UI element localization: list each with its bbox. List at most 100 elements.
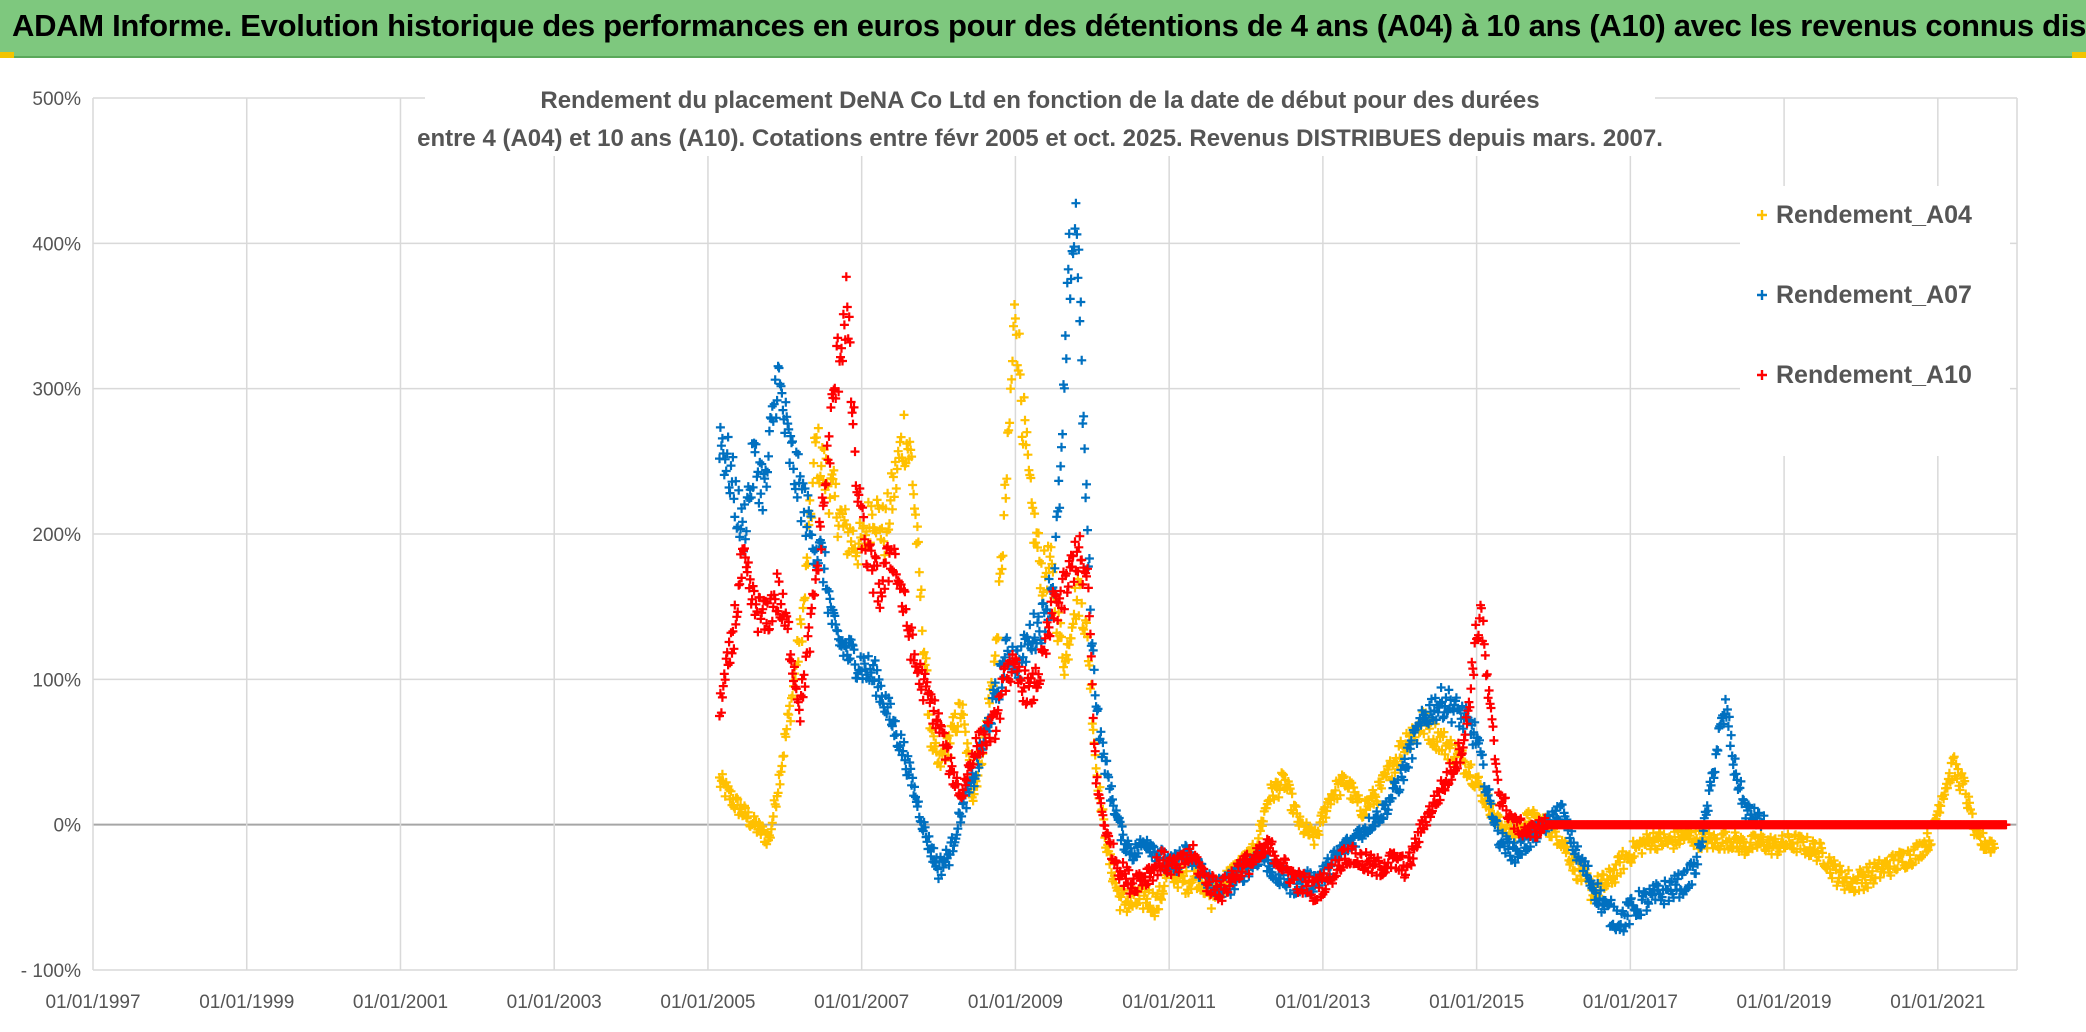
data-point — [1157, 895, 1166, 905]
x-tick-label: 01/01/2009 — [968, 992, 1063, 1013]
data-point — [962, 738, 972, 748]
data-point — [1115, 905, 1125, 915]
data-point — [1619, 864, 1629, 874]
data-point — [762, 482, 772, 492]
data-point — [735, 532, 745, 542]
data-point — [1990, 843, 1999, 853]
data-point — [907, 452, 917, 462]
data-point — [772, 395, 782, 405]
data-point — [1031, 538, 1041, 548]
data-point — [888, 472, 898, 482]
data-point — [818, 577, 828, 587]
data-point — [1863, 883, 1873, 893]
data-point — [796, 516, 806, 526]
data-point — [1034, 528, 1043, 538]
data-point — [740, 500, 749, 509]
data-point — [1038, 598, 1048, 608]
data-point — [889, 492, 899, 502]
data-point — [1099, 749, 1109, 759]
data-point — [1652, 844, 1662, 854]
data-point — [850, 660, 860, 669]
data-point — [1967, 809, 1977, 819]
data-point — [1960, 776, 1970, 786]
data-point — [1908, 859, 1918, 869]
data-point — [1102, 756, 1112, 766]
data-point — [1898, 848, 1908, 858]
data-point — [1885, 862, 1895, 871]
data-point — [896, 730, 906, 740]
data-point — [830, 611, 840, 621]
data-point — [1063, 655, 1073, 664]
data-point — [1059, 383, 1069, 393]
data-point — [958, 700, 968, 710]
data-point — [813, 423, 823, 433]
data-point — [1615, 857, 1625, 867]
data-point — [785, 701, 795, 711]
data-point — [773, 788, 783, 798]
data-point — [1465, 770, 1475, 780]
data-point — [1309, 840, 1319, 850]
data-point — [777, 388, 787, 398]
data-point — [1081, 493, 1091, 503]
y-tick-label: 300% — [32, 380, 81, 401]
data-point — [1074, 611, 1084, 621]
data-point — [800, 593, 810, 603]
data-point — [1330, 785, 1340, 795]
data-point — [775, 779, 785, 789]
x-tick-label: 01/01/1997 — [45, 992, 140, 1013]
data-point — [1359, 810, 1369, 819]
data-point — [916, 585, 926, 595]
data-point — [729, 494, 739, 504]
data-point — [1069, 242, 1079, 252]
data-point — [1285, 784, 1295, 794]
x-tick-label: 01/01/2015 — [1429, 992, 1524, 1013]
data-point — [726, 786, 736, 796]
data-point — [1825, 868, 1835, 878]
data-point — [1046, 542, 1056, 552]
data-point — [802, 522, 812, 532]
x-tick-label: 01/01/2003 — [507, 992, 602, 1013]
data-point — [1072, 229, 1082, 239]
data-point — [1044, 574, 1054, 584]
data-point — [1028, 503, 1038, 513]
data-point — [1335, 790, 1345, 800]
data-point — [1060, 331, 1070, 341]
x-tick-label: 01/01/2017 — [1583, 992, 1678, 1013]
data-point — [931, 738, 941, 748]
data-point — [1206, 904, 1216, 913]
data-point — [985, 698, 994, 708]
data-point — [1844, 865, 1853, 875]
data-point — [919, 647, 929, 657]
data-point — [1088, 645, 1098, 655]
data-point — [1440, 749, 1450, 759]
data-point — [964, 787, 974, 797]
data-point — [917, 626, 927, 636]
data-point — [852, 548, 862, 558]
data-point — [1082, 479, 1091, 489]
data-point — [824, 586, 834, 596]
data-point — [1269, 794, 1279, 804]
data-point — [1134, 894, 1144, 904]
data-point — [843, 655, 853, 665]
data-point — [1000, 480, 1010, 490]
data-point — [1014, 329, 1024, 339]
x-tick-label: 01/01/1999 — [199, 992, 294, 1013]
data-point — [926, 851, 936, 861]
data-point — [730, 512, 740, 522]
data-point — [768, 812, 778, 821]
data-point — [771, 802, 781, 812]
data-point — [853, 559, 863, 569]
data-point — [886, 699, 895, 709]
data-point — [1322, 806, 1332, 816]
y-tick-label: 200% — [32, 525, 81, 546]
data-point — [764, 451, 773, 461]
data-point — [1686, 827, 1696, 837]
data-point — [777, 761, 787, 771]
data-point — [995, 569, 1005, 579]
scatter-chart: - 100% 0% 100% 200% 300% 400% 500% 01/01/1997 01… — [0, 58, 2086, 1032]
data-point — [722, 449, 732, 459]
data-point — [796, 619, 806, 629]
data-point — [1466, 760, 1476, 770]
data-point — [1942, 783, 1952, 793]
data-point — [1089, 665, 1099, 675]
